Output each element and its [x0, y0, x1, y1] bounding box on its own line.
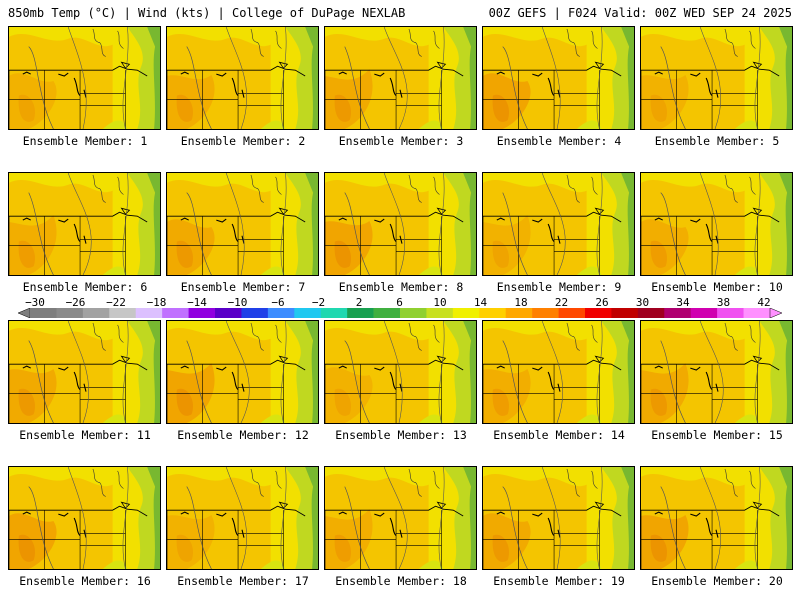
ensemble-member-map	[166, 26, 319, 130]
ensemble-member-map	[8, 320, 161, 424]
ensemble-member-label: Ensemble Member: 17	[177, 574, 309, 588]
colorbar-segment	[56, 308, 84, 318]
colorbar-segment	[320, 308, 348, 318]
ensemble-member-label: Ensemble Member: 10	[651, 280, 783, 294]
colorbar-segment	[162, 308, 189, 318]
ensemble-member-label: Ensemble Member: 18	[335, 574, 467, 588]
colorbar-segment	[637, 308, 665, 318]
ensemble-member-map	[166, 320, 319, 424]
colorbar-segment	[452, 308, 480, 318]
colorbar-tick-label: 18	[514, 296, 528, 309]
colorbar-segment	[558, 308, 586, 318]
ensemble-member-label: Ensemble Member: 15	[651, 428, 783, 442]
ensemble-member-label: Ensemble Member: 6	[22, 280, 148, 294]
colorbar-segment	[267, 308, 295, 318]
colorbar-tick-label: 42	[757, 296, 771, 309]
ensemble-member-label: Ensemble Member: 1	[22, 134, 148, 148]
colorbar-tick-label: −10	[227, 296, 248, 309]
colorbar-tick-label: −26	[65, 296, 86, 309]
colorbar-segment	[109, 308, 137, 318]
run-valid-time: 00Z GEFS | F024 Valid: 00Z WED SEP 24 20…	[488, 6, 792, 20]
colorbar-tick-label: 30	[635, 296, 650, 309]
ensemble-member-label: Ensemble Member: 7	[180, 280, 306, 294]
colorbar-segment	[532, 308, 559, 318]
ensemble-member-map	[8, 172, 161, 276]
colorbar-segment	[241, 308, 269, 318]
colorbar-tick-label: −14	[187, 296, 207, 309]
ensemble-member-map	[166, 466, 319, 570]
colorbar-tick-label: −30	[25, 296, 45, 309]
colorbar-tick-label: −2	[311, 296, 326, 309]
colorbar-segment	[611, 308, 639, 318]
ensemble-member-map	[640, 466, 793, 570]
ensemble-member-map	[640, 26, 793, 130]
ensemble-member-label: Ensemble Member: 3	[338, 134, 464, 148]
ensemble-member-map	[324, 172, 477, 276]
colorbar-segment	[400, 308, 427, 318]
ensemble-member-map	[8, 26, 161, 130]
ensemble-member-map	[324, 26, 477, 130]
ensemble-member-map	[324, 466, 477, 570]
ensemble-member-label: Ensemble Member: 5	[654, 134, 780, 148]
colorbar-segment	[505, 308, 533, 318]
ensemble-member-label: Ensemble Member: 4	[496, 134, 622, 148]
colorbar-tick-label: 14	[473, 296, 488, 309]
ensemble-member-label: Ensemble Member: 11	[19, 428, 151, 442]
colorbar-segment	[373, 308, 401, 318]
map-title: 850mb Temp (°C) | Wind (kts) | College o…	[8, 6, 406, 20]
colorbar-segment	[347, 308, 374, 318]
ensemble-member-map	[482, 466, 635, 570]
ensemble-member-label: Ensemble Member: 20	[651, 574, 783, 588]
ensemble-member-label: Ensemble Member: 16	[19, 574, 151, 588]
ensemble-member-map	[8, 466, 161, 570]
colorbar-segment	[690, 308, 718, 318]
temperature-colorbar	[18, 308, 782, 318]
colorbar-tick-label: 26	[595, 296, 609, 309]
colorbar-segment	[135, 308, 163, 318]
colorbar-segment	[717, 308, 744, 318]
colorbar-segment	[479, 308, 507, 318]
colorbar-tick-label: −6	[271, 296, 285, 309]
ensemble-member-label: Ensemble Member: 19	[493, 574, 625, 588]
ensemble-member-label: Ensemble Member: 2	[180, 134, 306, 148]
colorbar-tick-label: 34	[676, 296, 690, 309]
colorbar-tick-label: 6	[396, 296, 403, 309]
colorbar-tick-label: −22	[106, 296, 126, 309]
ensemble-member-map	[640, 172, 793, 276]
colorbar-segment	[585, 308, 612, 318]
ensemble-member-label: Ensemble Member: 12	[177, 428, 309, 442]
colorbar-segment	[82, 308, 110, 318]
colorbar-segment	[294, 308, 322, 318]
colorbar-tick-label: 22	[554, 296, 569, 309]
colorbar-segment	[188, 308, 216, 318]
colorbar-segment	[664, 308, 692, 318]
colorbar-segment	[30, 308, 57, 318]
colorbar-segment	[215, 308, 242, 318]
ensemble-member-map	[166, 172, 319, 276]
colorbar-tick-label: −18	[146, 296, 167, 309]
ensemble-member-label: Ensemble Member: 13	[335, 428, 467, 442]
ensemble-member-map	[482, 172, 635, 276]
ensemble-member-map	[324, 320, 477, 424]
ensemble-member-label: Ensemble Member: 8	[338, 280, 464, 294]
colorbar-segment	[743, 308, 771, 318]
colorbar-tick-label: 2	[355, 296, 363, 309]
colorbar-tick-label: 38	[716, 296, 731, 309]
ensemble-member-map	[482, 26, 635, 130]
colorbar-segment	[426, 308, 454, 318]
ensemble-member-label: Ensemble Member: 14	[493, 428, 625, 442]
ensemble-member-map	[482, 320, 635, 424]
colorbar-right-arrow	[769, 308, 782, 318]
ensemble-member-label: Ensemble Member: 9	[496, 280, 622, 294]
colorbar-tick-label: 10	[433, 296, 447, 309]
ensemble-member-map	[640, 320, 793, 424]
colorbar-left-arrow	[18, 308, 31, 318]
